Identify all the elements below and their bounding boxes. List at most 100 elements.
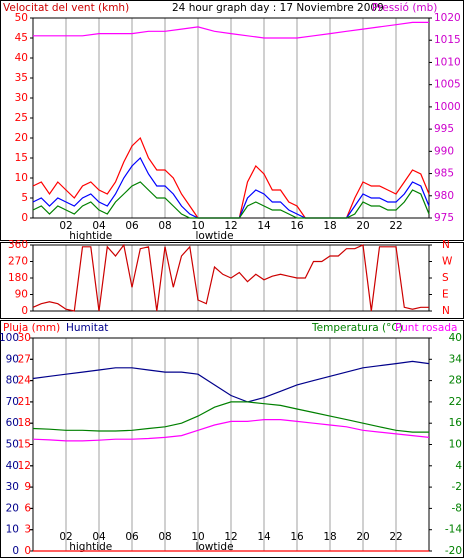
y-tick-label: 60 bbox=[6, 417, 19, 429]
series-line bbox=[32, 360, 430, 403]
y-tick-label: 50 bbox=[6, 439, 19, 451]
x-tick-label: 18 bbox=[323, 531, 336, 543]
y-tick-label: 1015 bbox=[434, 34, 461, 46]
y-tick-label: 10 bbox=[6, 524, 19, 536]
chart-title: 24 hour graph day : 17 Noviembre 2009 bbox=[172, 2, 384, 14]
y-tick-label: 20 bbox=[15, 132, 28, 144]
y-tick-label: -14 bbox=[445, 524, 462, 536]
tide-label: hightide bbox=[69, 230, 112, 242]
x-tick-label: 06 bbox=[125, 220, 139, 232]
y-tick-label: 30 bbox=[6, 481, 19, 493]
y-tick-label: 3 bbox=[24, 524, 31, 536]
x-tick-label: 14 bbox=[257, 531, 271, 543]
y-tick-label: 990 bbox=[434, 145, 454, 157]
y-tick-label: 10 bbox=[449, 439, 462, 451]
y-tick-label: 995 bbox=[434, 123, 454, 135]
x-tick-label: 22 bbox=[389, 531, 402, 543]
x-tick-label: 02 bbox=[59, 220, 72, 232]
legend-rain: Pluja (mm) bbox=[3, 322, 60, 334]
wind-label: Velocitat del vent (kmh) bbox=[3, 2, 129, 14]
series-line bbox=[32, 243, 429, 312]
y-tick-label: 9 bbox=[24, 481, 31, 493]
y-tick-label: 985 bbox=[434, 168, 454, 180]
x-tick-label: 08 bbox=[158, 531, 171, 543]
y-tick-label: 35 bbox=[15, 72, 28, 84]
series-line bbox=[33, 21, 429, 39]
y-tick-label: 0 bbox=[21, 305, 28, 317]
y-tick-label: 18 bbox=[18, 417, 31, 429]
y-tick-label: 5 bbox=[21, 192, 28, 204]
y-tick-label: 80 bbox=[6, 375, 19, 387]
x-tick-label: 08 bbox=[158, 220, 171, 232]
x-tick-label: 16 bbox=[290, 220, 304, 232]
legend-temperature: Temperatura (°C) bbox=[311, 322, 403, 334]
y-tick-label: 10 bbox=[15, 172, 28, 184]
y-tick-label: 975 bbox=[434, 212, 454, 224]
y-tick-label: 360 bbox=[8, 239, 28, 251]
y-tick-label: 1020 bbox=[434, 12, 461, 24]
y-tick-label: 0 bbox=[21, 212, 28, 224]
panel-wind bbox=[0, 0, 464, 241]
y-tick-label: E bbox=[442, 289, 449, 301]
x-tick-label: 10 bbox=[191, 531, 204, 543]
x-tick-label: 04 bbox=[92, 531, 106, 543]
tide-label: hightide bbox=[69, 541, 112, 553]
y-tick-label: 40 bbox=[449, 332, 462, 344]
series-line bbox=[32, 181, 430, 219]
y-tick-label: 40 bbox=[15, 52, 28, 64]
y-tick-label: 27 bbox=[18, 353, 31, 365]
y-tick-label: -2 bbox=[452, 481, 462, 493]
y-tick-label: 0 bbox=[12, 545, 19, 557]
y-tick-label: 6 bbox=[24, 502, 31, 514]
y-tick-label: 21 bbox=[18, 396, 31, 408]
x-tick-label: 22 bbox=[389, 220, 402, 232]
x-tick-label: 20 bbox=[356, 220, 369, 232]
y-tick-label: 16 bbox=[449, 417, 463, 429]
y-tick-label: 40 bbox=[6, 460, 19, 472]
y-tick-label: 1005 bbox=[434, 79, 461, 91]
y-tick-label: 34 bbox=[449, 353, 463, 365]
y-tick-label: 270 bbox=[8, 256, 28, 268]
pressure-label: Pressió (mb) bbox=[372, 2, 437, 14]
y-tick-label: 4 bbox=[455, 460, 462, 472]
tide-label: lowtide bbox=[195, 230, 233, 242]
y-tick-label: -20 bbox=[445, 545, 462, 557]
x-tick-label: 20 bbox=[356, 531, 369, 543]
y-tick-label: 25 bbox=[15, 112, 28, 124]
legend-humidity: Humitat bbox=[66, 322, 108, 334]
y-tick-label: 45 bbox=[15, 32, 28, 44]
y-tick-label: 70 bbox=[6, 396, 19, 408]
y-tick-label: 90 bbox=[15, 289, 28, 301]
y-tick-label: 30 bbox=[18, 332, 31, 344]
series-line bbox=[32, 401, 429, 433]
series-line bbox=[32, 419, 430, 442]
plot-frame bbox=[32, 244, 430, 312]
x-tick-label: 10 bbox=[191, 220, 204, 232]
x-tick-label: 16 bbox=[290, 531, 304, 543]
x-tick-label: 04 bbox=[92, 220, 106, 232]
x-tick-label: 12 bbox=[224, 220, 237, 232]
y-tick-label: 12 bbox=[18, 460, 31, 472]
y-tick-label: 180 bbox=[8, 272, 28, 284]
y-tick-label: S bbox=[442, 272, 449, 284]
x-tick-label: 06 bbox=[125, 531, 139, 543]
y-tick-label: 30 bbox=[15, 92, 28, 104]
y-tick-label: 1000 bbox=[434, 101, 461, 113]
y-tick-label: 100 bbox=[0, 332, 19, 344]
panel-direction bbox=[0, 242, 464, 319]
x-tick-label: 18 bbox=[323, 220, 336, 232]
y-tick-label: 28 bbox=[449, 375, 462, 387]
panel-humidity bbox=[0, 320, 464, 558]
y-tick-label: -8 bbox=[452, 502, 462, 514]
y-tick-label: 0 bbox=[24, 545, 31, 557]
x-tick-label: 12 bbox=[224, 531, 237, 543]
tide-label: lowtide bbox=[195, 541, 233, 553]
y-tick-label: 15 bbox=[15, 152, 28, 164]
y-tick-label: W bbox=[442, 256, 453, 268]
x-tick-label: 14 bbox=[257, 220, 271, 232]
y-tick-label: 20 bbox=[6, 502, 19, 514]
y-tick-label: 980 bbox=[434, 190, 454, 202]
y-tick-label: 90 bbox=[6, 353, 19, 365]
y-tick-label: 1010 bbox=[434, 56, 461, 68]
